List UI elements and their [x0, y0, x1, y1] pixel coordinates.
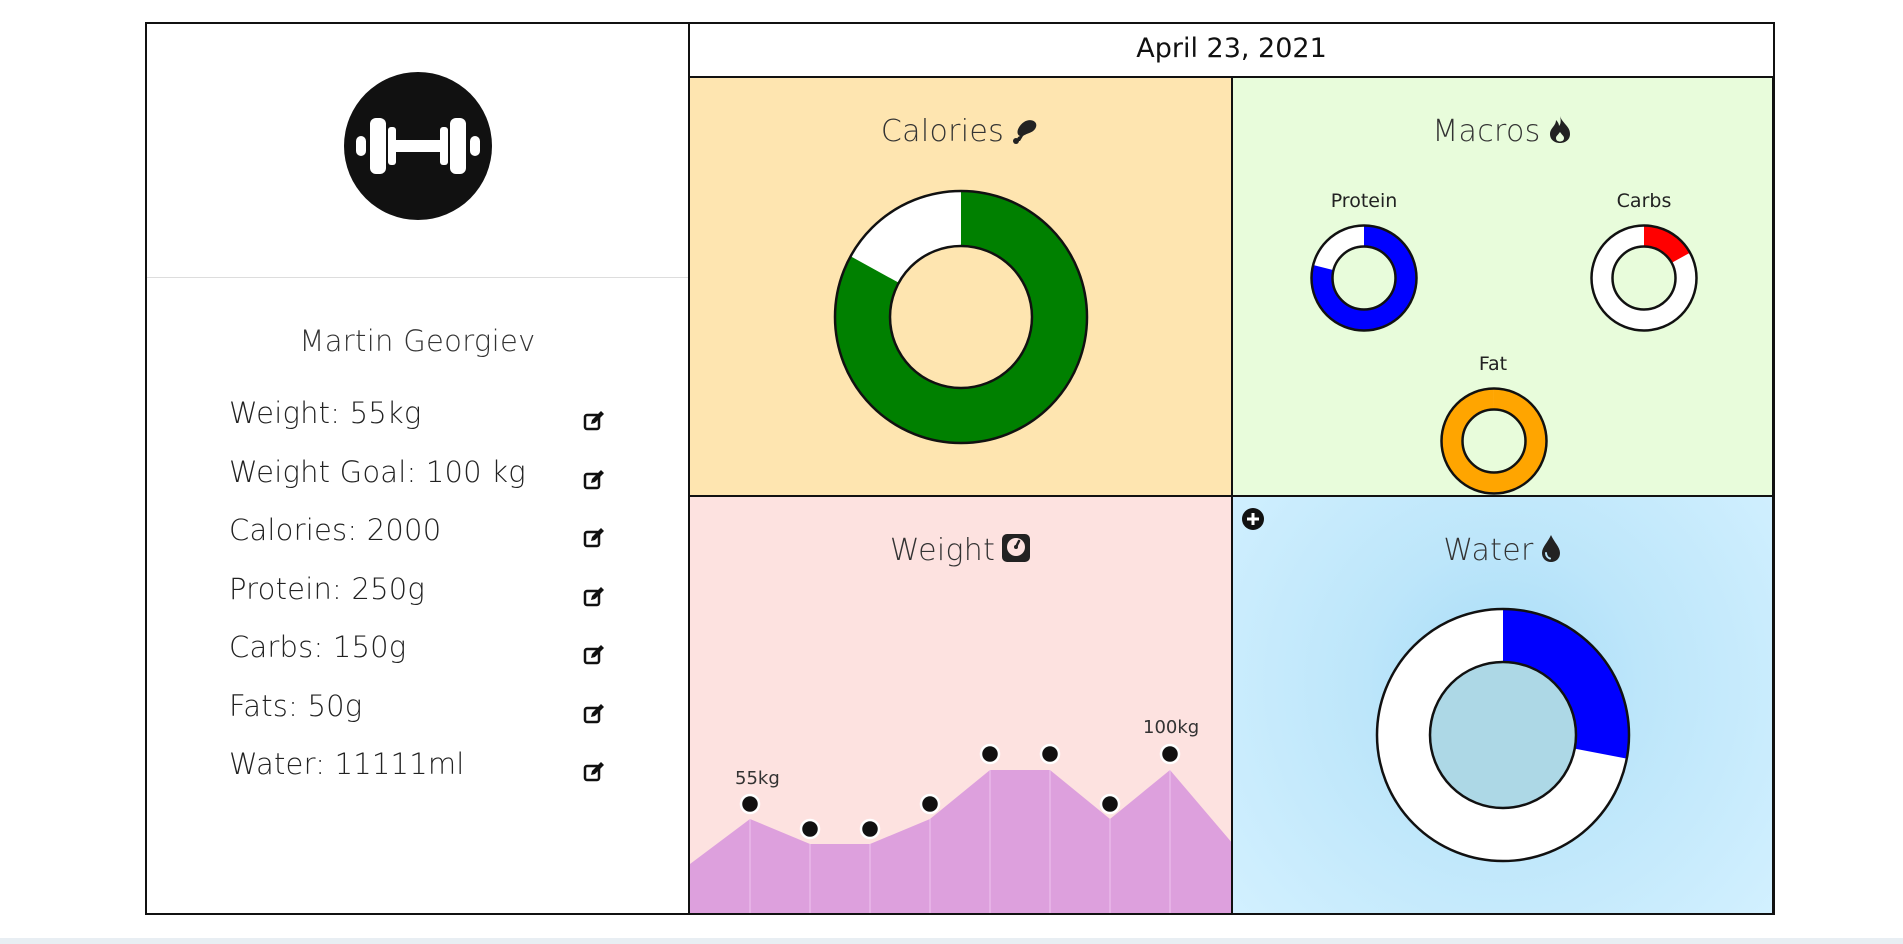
stat-fats: Fats: 50g	[229, 689, 629, 737]
weight-title-text: Weight	[889, 533, 996, 568]
weight-points	[739, 743, 1181, 840]
logo-area	[147, 24, 688, 278]
current-date: April 23, 2021	[690, 24, 1773, 78]
stat-label: Fats: 50g	[229, 689, 363, 723]
water-title: Water	[1233, 533, 1772, 568]
macros-title: Macros	[1233, 114, 1772, 149]
carbs-ring	[1590, 224, 1698, 332]
fat-ring-outer-border	[1440, 387, 1548, 495]
calories-ring	[833, 189, 1089, 445]
stat-calories: Calories: 2000	[229, 513, 629, 561]
stat-carbs: Carbs: 150g	[229, 630, 629, 678]
water-ring-center	[1430, 662, 1576, 808]
weight-title: Weight	[690, 533, 1231, 568]
weight-gridlines	[749, 770, 1171, 913]
weight-panel: Weight	[690, 497, 1233, 913]
weight-point[interactable]	[1099, 793, 1121, 815]
scale-icon	[1002, 534, 1031, 562]
macros-panel: Macros Protein Carbs Fat	[1233, 78, 1774, 497]
weight-area	[690, 770, 1231, 913]
water-ring-fill	[1502, 609, 1629, 759]
stat-label: Protein: 250g	[229, 572, 425, 606]
edit-protein-icon[interactable]	[583, 586, 609, 612]
weight-point[interactable]	[1039, 743, 1061, 765]
weight-point[interactable]	[799, 818, 821, 840]
macro-rings	[1310, 224, 1698, 495]
weight-point[interactable]	[919, 793, 941, 815]
carbs-ring-outer-border	[1590, 224, 1698, 332]
drumstick-icon	[1013, 120, 1037, 144]
water-title-text: Water	[1443, 533, 1534, 568]
stat-label: Calories: 2000	[229, 513, 442, 547]
stat-weight-goal: Weight Goal: 100 kg	[229, 455, 629, 503]
protein-label: Protein	[1330, 190, 1398, 212]
fat-ring-fill	[1442, 389, 1546, 493]
dumbbell-logo-icon	[344, 72, 492, 220]
protein-ring-inner-border	[1331, 245, 1397, 311]
fat-ring	[1440, 387, 1548, 495]
dashboard-frame: Martin Georgiev Weight: 55kg Weight Goal…	[145, 22, 1775, 915]
stat-weight: Weight: 55kg	[229, 396, 629, 444]
stat-water: Water: 11111ml	[229, 747, 629, 795]
carbs-label: Carbs	[1616, 190, 1672, 212]
droplet-icon	[1541, 535, 1560, 562]
water-ring	[1375, 607, 1631, 863]
calories-panel: Calories	[690, 78, 1233, 497]
edit-calories-icon[interactable]	[583, 527, 609, 553]
profile-sidebar: Martin Georgiev Weight: 55kg Weight Goal…	[147, 24, 690, 913]
stat-protein: Protein: 250g	[229, 572, 629, 620]
protein-ring-outer-border	[1310, 224, 1418, 332]
fat-label: Fat	[1478, 353, 1508, 375]
edit-water-icon[interactable]	[583, 761, 609, 787]
water-ring-inner-border	[1428, 660, 1578, 810]
user-name: Martin Georgiev	[299, 324, 536, 358]
calories-title: Calories	[690, 114, 1231, 149]
weight-chart: 55kg 100kg	[690, 717, 1231, 913]
weight-last-label: 100kg	[1143, 717, 1199, 738]
weight-first-label: 55kg	[735, 768, 780, 789]
protein-ring-fill	[1312, 226, 1416, 330]
carbs-ring-inner-border	[1611, 245, 1677, 311]
protein-ring	[1310, 224, 1418, 332]
fire-icon	[1549, 116, 1570, 143]
weight-point[interactable]	[979, 743, 1001, 765]
edit-weight-icon[interactable]	[583, 410, 609, 436]
edit-carbs-icon[interactable]	[583, 644, 609, 670]
carbs-ring-fill	[1643, 226, 1690, 264]
water-ring-outer-border	[1375, 607, 1631, 863]
water-panel: Water	[1233, 497, 1774, 913]
plus-circle-icon[interactable]	[1241, 507, 1267, 533]
bottom-scrollbar	[0, 938, 1903, 944]
weight-point[interactable]	[1159, 743, 1181, 765]
calories-ring-inner-border	[888, 244, 1034, 390]
calories-title-text: Calories	[880, 114, 1005, 149]
weight-point[interactable]	[739, 793, 761, 815]
stat-label: Carbs: 150g	[229, 630, 407, 664]
stat-label: Water: 11111ml	[229, 747, 465, 781]
edit-weight-goal-icon[interactable]	[583, 469, 609, 495]
calories-ring-outer-border	[833, 189, 1089, 445]
stat-label: Weight: 55kg	[229, 396, 422, 430]
macros-title-text: Macros	[1432, 114, 1541, 149]
fat-ring-inner-border	[1461, 408, 1527, 474]
stat-label: Weight Goal: 100 kg	[229, 455, 526, 489]
calories-ring-fill	[835, 191, 1087, 443]
weight-point[interactable]	[859, 818, 881, 840]
edit-fats-icon[interactable]	[583, 703, 609, 729]
dashboard-main: April 23, 2021 Calories Macros Protein C…	[690, 24, 1774, 913]
